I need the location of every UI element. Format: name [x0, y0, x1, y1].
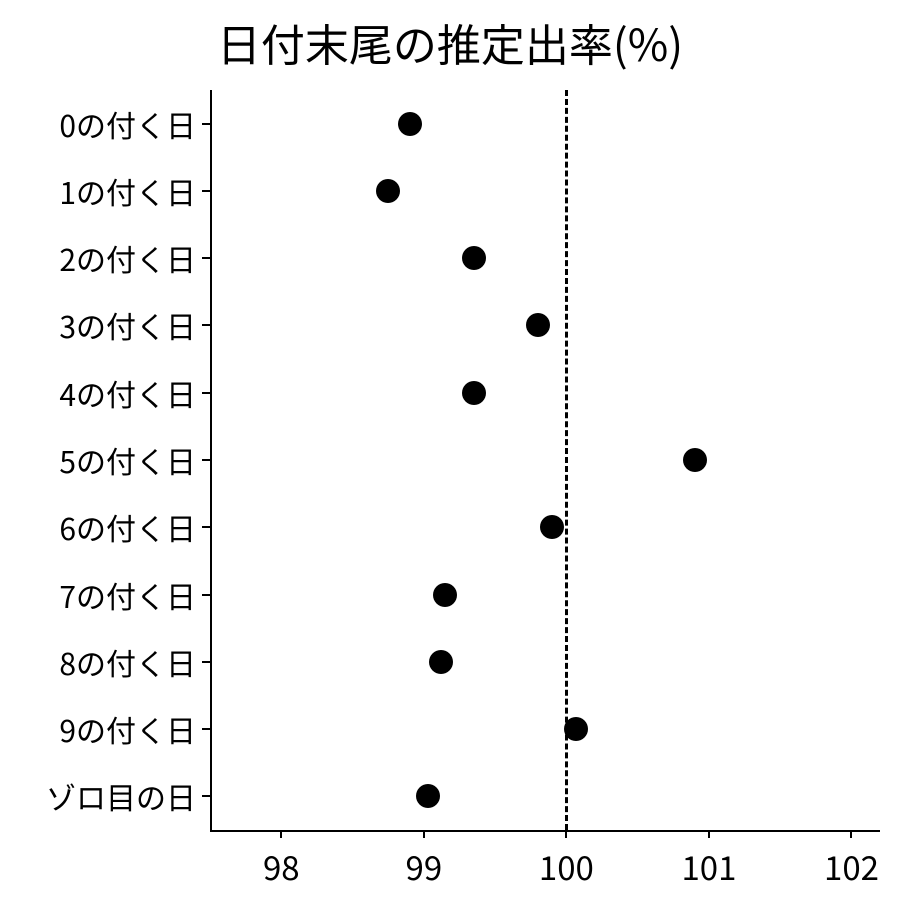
x-tick: [565, 830, 567, 838]
y-tick: [202, 123, 210, 125]
y-tick-label: 3の付く日: [59, 303, 196, 347]
y-tick-label: 7の付く日: [59, 573, 196, 617]
x-tick: [850, 830, 852, 838]
y-tick-label: 8の付く日: [59, 640, 196, 684]
y-tick: [202, 392, 210, 394]
x-tick-label: 100: [539, 842, 594, 890]
y-tick-label: 5の付く日: [59, 438, 196, 482]
x-axis: [210, 830, 880, 832]
y-tick-label: 9の付く日: [59, 707, 196, 751]
data-point: [433, 583, 457, 607]
y-tick-label: ゾロ目の日: [46, 774, 196, 818]
y-tick-label: 4の付く日: [59, 371, 196, 415]
y-tick: [202, 728, 210, 730]
y-tick-label: 2の付く日: [59, 236, 196, 280]
data-point: [376, 179, 400, 203]
y-tick-label: 1の付く日: [59, 169, 196, 213]
x-tick-label: 98: [263, 842, 300, 890]
y-tick: [202, 661, 210, 663]
plot-area: [210, 90, 880, 830]
data-point: [462, 381, 486, 405]
x-tick: [423, 830, 425, 838]
y-tick: [202, 594, 210, 596]
x-tick-label: 102: [824, 842, 879, 890]
y-axis: [210, 90, 212, 830]
y-tick: [202, 795, 210, 797]
x-tick: [708, 830, 710, 838]
y-tick: [202, 459, 210, 461]
chart-root: 日付末尾の推定出率(%) 98 99 100 101 102 0の付く日 1の付く日 2の付く…: [0, 0, 900, 900]
data-point: [462, 246, 486, 270]
data-point: [429, 650, 453, 674]
data-point: [683, 448, 707, 472]
y-tick: [202, 190, 210, 192]
x-tick-label: 101: [681, 842, 736, 890]
x-tick-label: 99: [406, 842, 443, 890]
y-tick-label: 6の付く日: [59, 505, 196, 549]
y-tick: [202, 324, 210, 326]
y-tick: [202, 526, 210, 528]
x-tick: [280, 830, 282, 838]
chart-title: 日付末尾の推定出率(%): [0, 10, 900, 74]
y-tick: [202, 257, 210, 259]
y-tick-label: 0の付く日: [59, 102, 196, 146]
data-point: [398, 112, 422, 136]
